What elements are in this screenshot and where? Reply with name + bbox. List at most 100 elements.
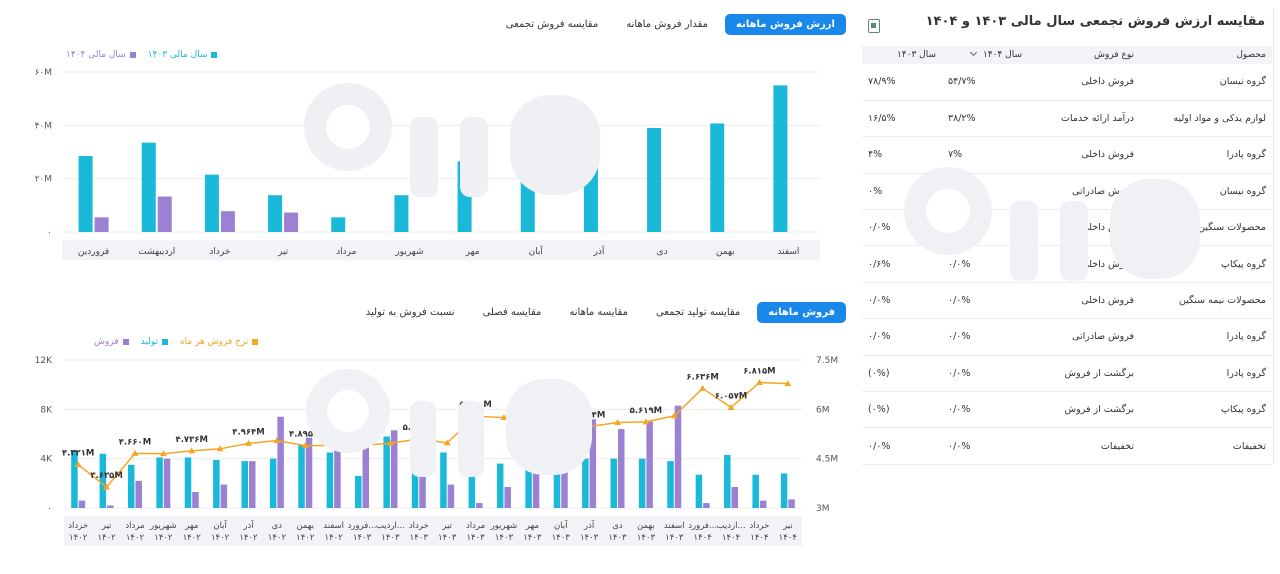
legend-item-1404[interactable]: سال مالی ۱۴۰۴ [66,50,136,60]
cell-year-1403: ۰% [862,173,942,211]
table-row[interactable]: تخفیفات تخفیفات ۰/۰% ۰/۰% [862,427,1272,465]
tab-sales-to-production[interactable]: نسبت فروش به تولید [365,307,455,318]
table-row[interactable]: گروه نیسان فروش صادراتی ۰/۱% ۰% [862,173,1272,211]
table-row[interactable]: گروه پیکاپ فروش داخلی ۰/۰% ۰/۶% [862,245,1272,283]
tab-monthly-comparison[interactable]: مقایسه ماهانه [569,307,628,318]
tab-cumulative-production[interactable]: مقایسه تولید تجمعی [655,307,741,318]
x-tick-label: ۱۴۰۲ [154,533,173,543]
cell-sale-type: فروش داخلی [1028,136,1140,174]
bar-production [99,453,107,508]
legend-item-sales[interactable]: فروش [94,337,129,347]
legend-item-1403[interactable]: سال مالی ۱۴۰۳ [148,50,218,60]
header-sale-type[interactable]: نوع فروش [1028,46,1140,64]
cell-year-1404: ۰/۰% [942,355,1028,393]
bar-production [269,458,277,508]
bar-production [667,461,674,508]
tab-seasonal-comparison[interactable]: مقایسه فصلی [482,307,542,318]
header-year-1403[interactable]: سال ۱۴۰۳ [862,46,942,64]
x-tick-label: آبان [554,519,568,531]
bottom-chart-legend: نرخ فروش هر ماه تولید فروش [94,337,259,347]
y-right-tick-label: 7.5M [816,356,838,366]
data-label: ۶.۰۵۷M [715,391,747,401]
x-tick-label: مهر [525,521,539,531]
cell-product: لوازم یدکی و مواد اولیه [1140,100,1272,138]
table-row[interactable]: گروه پادرا برگشت از فروش ۰/۰% (۰%) [862,355,1272,393]
point-sales-rate [415,435,423,442]
bar-1403 [204,174,219,232]
table-row[interactable]: گروه نیسان فروش داخلی ۵۴/۷% ۷۸/۹% [862,64,1272,101]
bar-1403 [78,156,93,232]
x-tick-label: دی [272,521,283,531]
x-tick-label: اسفند [664,521,685,531]
bar-sales [78,500,86,508]
cell-year-1403: ۱۶/۵% [862,100,942,138]
point-sales-rate [614,418,621,425]
tab-cumulative-sales-comparison[interactable]: مقایسه فروش تجمعی [505,19,599,30]
x-tick-label: فرورد... [688,521,717,531]
bar-production [156,457,163,508]
data-label: ۶.۸۱۵M [743,367,775,377]
tab-monthly-sales-value[interactable]: ارزش فروش ماهانه [725,14,846,35]
x-tick-label: خرداد [68,521,88,531]
data-label: ۵.۳۲۰M [516,416,548,426]
data-label: ۵.۱۰۲M [403,423,435,433]
bar-sales [135,480,142,508]
x-tick-label: شهریور [490,521,518,531]
bar-production [582,458,589,508]
bar-1404 [157,196,172,232]
bar-production [71,450,78,508]
legend-label-production: تولید [140,337,158,347]
table-row[interactable]: گروه پادرا فروش داخلی ۷% ۴% [862,136,1272,174]
bar-production [127,464,135,508]
x-tick-label: مهر [465,247,480,257]
table-row[interactable]: محصولات سنگین فروش داخلی ۰/۰% ۰/۰% [862,209,1272,247]
cell-sale-type: تخفیفات [1028,427,1140,465]
y-tick-label: ۶۰M [35,68,52,78]
comparison-table: محصول نوع فروش سال ۱۴۰۴ سال ۱۴۰۳ گروه نی… [862,46,1272,465]
x-tick-label: ۱۴۰۳ [353,533,372,543]
x-tick-label: فروردین [78,247,109,257]
data-label: ۴.۸۹۵M [289,430,321,440]
cell-product: گروه پادرا [1140,355,1272,393]
bottom-tabs: فروش ماهانه مقایسه تولید تجمعی مقایسه ما… [366,302,846,323]
bar-sales [305,437,313,508]
table-row[interactable]: لوازم یدکی و مواد اولیه درآمد ارائه خدمات… [862,100,1272,138]
x-tick-label: اردیب... [376,521,405,531]
x-tick-label: آذر [583,519,595,531]
x-tick-label: ۱۴۰۲ [239,533,258,543]
bar-sales [107,505,114,508]
legend-item-rate[interactable]: نرخ فروش هر ماه [180,337,259,347]
data-label: ۳.۶۳۵M [90,471,122,481]
table-row[interactable]: محصولات نیمه سنگین فروش داخلی ۰/۰% ۰/۰% [862,282,1272,320]
point-sales-rate [699,384,707,391]
table-row[interactable]: گروه پیکاپ برگشت از فروش ۰/۰% (۰%) [862,391,1272,429]
bar-production [553,452,561,508]
x-tick-label: اردیب... [716,521,745,531]
cell-product: محصولات نیمه سنگین [1140,282,1272,320]
bar-production [780,473,788,508]
x-tick-label: ۱۴۰۳ [495,533,514,543]
cell-year-1404: ۰/۰% [942,245,1028,283]
excel-export-icon[interactable] [868,19,880,33]
bar-production [468,468,476,508]
tab-monthly-sales[interactable]: فروش ماهانه [757,302,846,323]
x-tick-label: ۱۴۰۴ [722,533,740,543]
cell-year-1404: ۳۸/۲% [942,100,1028,138]
point-sales-rate [159,450,167,457]
sort-down-icon[interactable] [970,48,978,57]
table-row[interactable]: گروه پادرا فروش صادراتی ۰/۰% ۰/۰% [862,318,1272,356]
tab-monthly-sales-quantity[interactable]: مقدار فروش ماهانه [626,19,709,30]
bar-1403 [394,195,409,232]
bar-1403 [773,85,788,232]
data-label: ۵.۶۱۹M [630,406,662,416]
x-tick-label: مرداد [125,521,144,531]
header-product[interactable]: محصول [1140,46,1272,64]
bar-sales [476,503,483,508]
bar-1403 [520,155,535,232]
point-sales-rate [755,379,763,386]
legend-item-production[interactable]: تولید [141,337,168,347]
bar-1403 [583,124,598,232]
cell-product: گروه پادرا [1140,136,1272,174]
cumulative-comparison-panel: مقایسه ارزش فروش تجمعی سال مالی ۱۴۰۳ و ۱… [860,8,1274,465]
header-year-1404[interactable]: سال ۱۴۰۴ [942,46,1028,64]
